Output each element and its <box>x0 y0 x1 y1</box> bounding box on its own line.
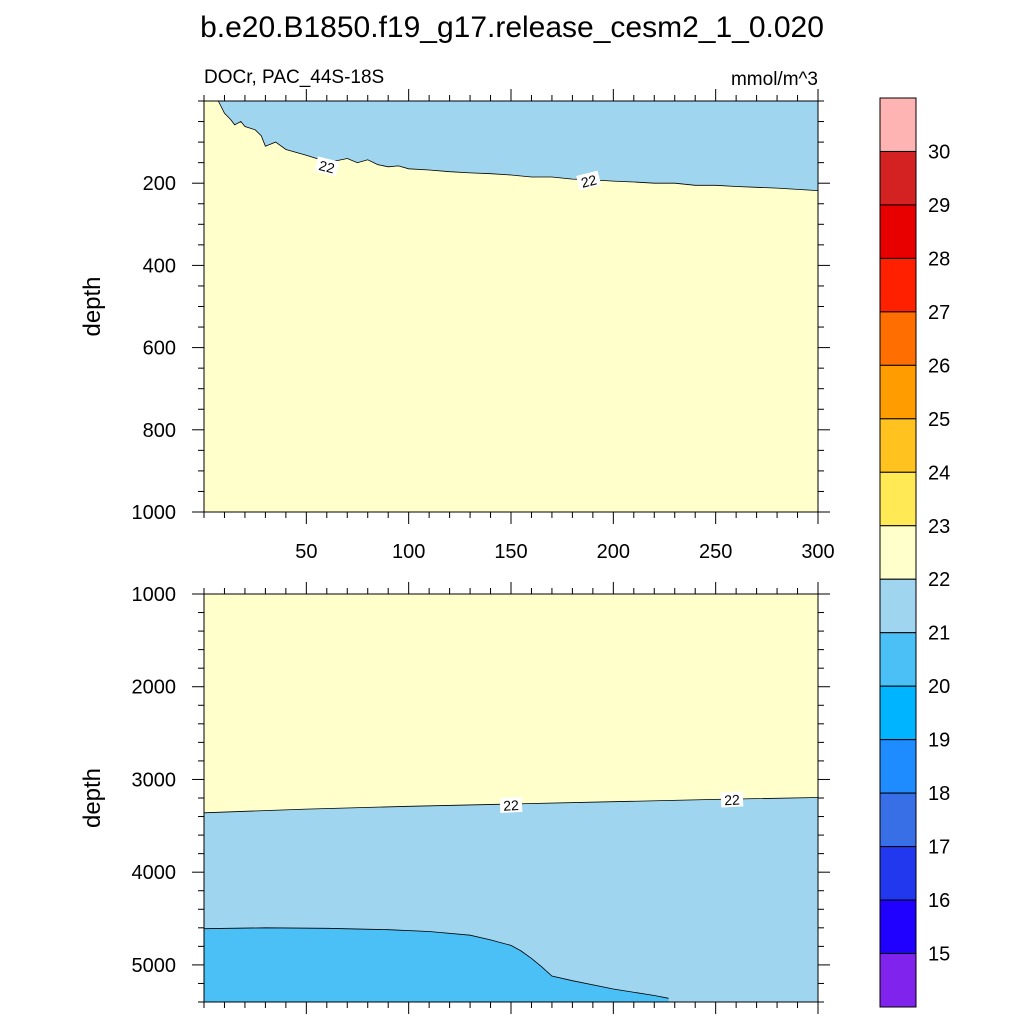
y-axis-label: depth <box>79 276 106 336</box>
chart-units-label: mmol/m^3 <box>731 69 818 90</box>
colorbar-bin <box>879 739 917 794</box>
colorbar-bin <box>879 792 917 848</box>
x-tick-label: 300 <box>801 541 834 563</box>
x-tick-label: 200 <box>597 541 630 563</box>
chart-subtitle-left: DOCr, PAC_44S-18S <box>204 67 384 88</box>
x-tick-label: 50 <box>295 541 317 563</box>
contour-label: 22 <box>576 170 602 191</box>
x-tick-label: 100 <box>392 541 425 563</box>
x-tick-label: 150 <box>494 541 527 563</box>
contour-label: 22 <box>499 796 523 814</box>
y-tick-label: 200 <box>143 173 176 195</box>
y-tick-label: 3000 <box>132 769 177 791</box>
y-tick-label: 5000 <box>132 955 177 977</box>
contour-fill-21-22 <box>204 101 818 191</box>
colorbar-bin <box>879 97 917 152</box>
colorbar-label: 26 <box>928 355 950 377</box>
colorbar-bin <box>879 632 917 687</box>
colorbar-label: 15 <box>928 944 950 966</box>
colorbar-bin <box>879 150 917 206</box>
y-tick-label: 1000 <box>132 584 177 606</box>
y-tick-label: 4000 <box>132 862 177 884</box>
contour-label-text: 22 <box>579 171 598 190</box>
colorbar-label: 25 <box>928 409 950 431</box>
contour-fill-20-21 <box>204 927 669 1002</box>
contour-label-text: 22 <box>317 157 336 176</box>
y-tick-label: 600 <box>143 338 176 360</box>
colorbar-label: 28 <box>928 248 950 270</box>
y-tick-label: 2000 <box>132 677 177 699</box>
colorbar-label: 22 <box>928 569 950 591</box>
colorbar-bin <box>879 953 917 1008</box>
y-tick-label: 400 <box>143 255 176 277</box>
colorbar-label: 27 <box>928 302 950 324</box>
colorbar-label: 16 <box>928 890 950 912</box>
lower-panel: 22 22 1000 2000 3000 4000 5000 depth <box>79 582 830 1014</box>
colorbar-bin <box>879 204 917 259</box>
colorbar-bin <box>879 525 917 580</box>
colorbar-bin <box>879 471 917 527</box>
colorbar-label: 19 <box>928 730 950 752</box>
chart-title: b.e20.B1850.f19_g17.release_cesm2_1_0.02… <box>200 11 824 44</box>
contour-label-text: 22 <box>724 791 741 808</box>
colorbar-label: 18 <box>928 783 950 805</box>
contour-label: 22 <box>314 156 340 176</box>
contour-label-text: 22 <box>503 797 520 814</box>
x-tick-label: 250 <box>699 541 732 563</box>
colorbar-label: 24 <box>928 462 950 484</box>
colorbar-label: 30 <box>928 142 950 164</box>
colorbar-label: 23 <box>928 516 950 538</box>
colorbar-bin <box>879 578 917 634</box>
y-tick-label: 1000 <box>132 502 177 524</box>
contour-line-21 <box>203 927 669 999</box>
colorbar-bin <box>879 311 917 366</box>
colorbar-label: 21 <box>928 623 950 645</box>
y-axis-label: depth <box>79 768 106 828</box>
contour-line-22 <box>217 100 819 191</box>
colorbar: 15 16 17 18 19 20 21 22 23 24 25 26 27 28 29 30 <box>879 97 950 1008</box>
colorbar-bin <box>879 846 917 901</box>
colorbar-label: 17 <box>928 837 950 859</box>
colorbar-bin <box>879 257 917 313</box>
colorbar-bin <box>879 685 917 741</box>
colorbar-label: 20 <box>928 676 950 698</box>
colorbar-bin <box>879 899 917 955</box>
colorbar-bin <box>879 364 917 420</box>
colorbar-bin <box>879 418 917 473</box>
colorbar-label: 29 <box>928 195 950 217</box>
contour-label: 22 <box>720 791 744 808</box>
y-tick-label: 800 <box>143 420 176 442</box>
upper-panel: 22 22 50 100 150 200 250 300 200 400 600 800 1000 dep… <box>79 89 835 563</box>
